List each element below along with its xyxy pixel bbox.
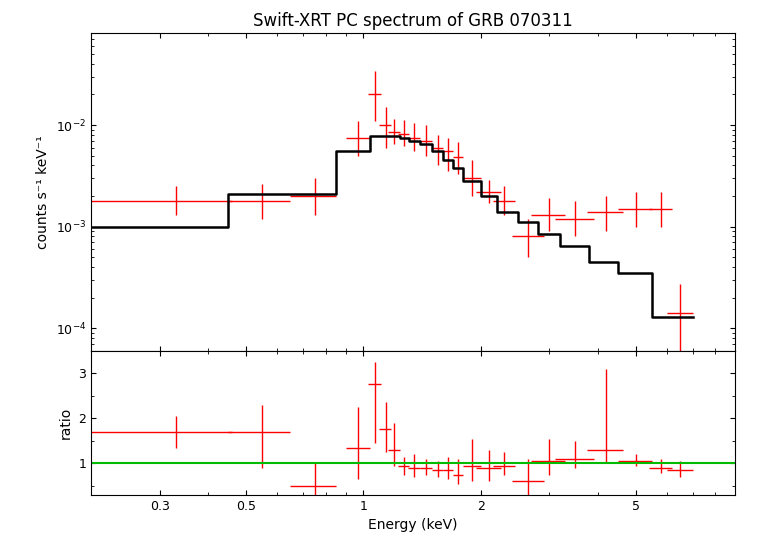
Title: Swift-XRT PC spectrum of GRB 070311: Swift-XRT PC spectrum of GRB 070311	[253, 12, 573, 31]
Y-axis label: ratio: ratio	[58, 406, 73, 439]
X-axis label: Energy (keV): Energy (keV)	[368, 518, 458, 532]
Y-axis label: counts s⁻¹ keV⁻¹: counts s⁻¹ keV⁻¹	[36, 135, 50, 249]
